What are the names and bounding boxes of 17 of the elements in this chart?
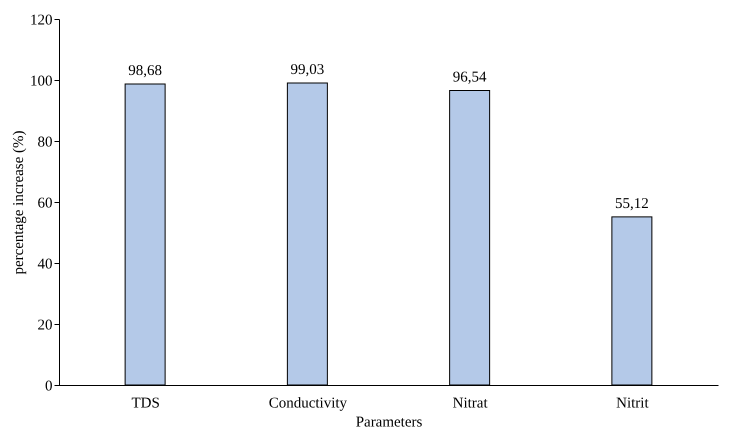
data-label: 99,03	[290, 62, 324, 78]
y-tick-label: 40	[38, 256, 52, 272]
x-tick-label: Conductivity	[268, 396, 348, 412]
data-label: 98,68	[128, 63, 162, 80]
y-tick-label: 20	[38, 318, 52, 334]
x-axis-title: Parameters	[356, 414, 422, 430]
x-tick-label: Nitrit	[616, 396, 650, 412]
y-tick-label: 120	[30, 12, 52, 28]
y-tick-label: 0	[45, 378, 52, 394]
x-tick-label: Nitrat	[452, 396, 488, 412]
data-label: 55,12	[615, 196, 649, 212]
x-tick-label: TDS	[131, 396, 160, 412]
y-axis-title: percentage increase (%)	[11, 130, 27, 275]
y-tick-label: 60	[38, 196, 52, 212]
data-label: 96,54	[452, 70, 487, 86]
y-tick-label: 100	[30, 74, 52, 90]
y-tick-label: 80	[38, 134, 52, 150]
